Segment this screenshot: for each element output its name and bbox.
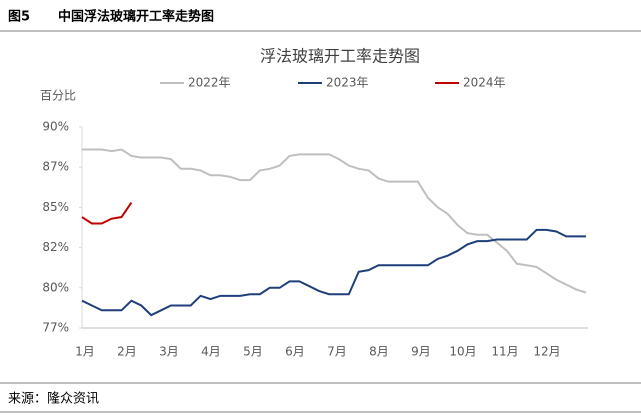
y-tick-label: 80% (42, 280, 69, 294)
series-line (81, 202, 133, 225)
figure-number: 图5 (8, 10, 30, 25)
series-line (81, 228, 586, 317)
y-tick-label: 77% (42, 321, 69, 335)
series-line (82, 148, 587, 294)
x-tick-label: 1月 (75, 345, 95, 359)
x-tick-label: 12月 (533, 345, 560, 359)
y-tick-label: 87% (42, 160, 69, 174)
x-tick-label: 3月 (159, 345, 179, 359)
x-tick-label: 7月 (327, 345, 347, 359)
y-tick-label: 82% (42, 240, 69, 254)
y-tick-label: 85% (42, 200, 69, 214)
x-tick-label: 2月 (117, 345, 137, 359)
x-tick-label: 10月 (449, 345, 476, 359)
figure-title: 中国浮法玻璃开工率走势图 (58, 9, 214, 25)
legend-label: 2022年 (188, 76, 231, 90)
x-tick-label: 5月 (243, 345, 263, 359)
x-tick-label: 8月 (369, 345, 389, 359)
x-tick-label: 6月 (285, 345, 305, 359)
x-tick-label: 9月 (411, 345, 431, 359)
legend-label: 2023年 (326, 76, 369, 90)
y-axis-label: 百分比 (40, 89, 76, 103)
legend-label: 2024年 (463, 76, 506, 90)
x-tick-label: 4月 (201, 345, 221, 359)
source: 来源：隆众资讯 (8, 392, 99, 407)
chart-title: 浮法玻璃开工率走势图 (260, 47, 420, 66)
x-tick-label: 11月 (491, 345, 518, 359)
y-tick-label: 90% (42, 120, 69, 134)
